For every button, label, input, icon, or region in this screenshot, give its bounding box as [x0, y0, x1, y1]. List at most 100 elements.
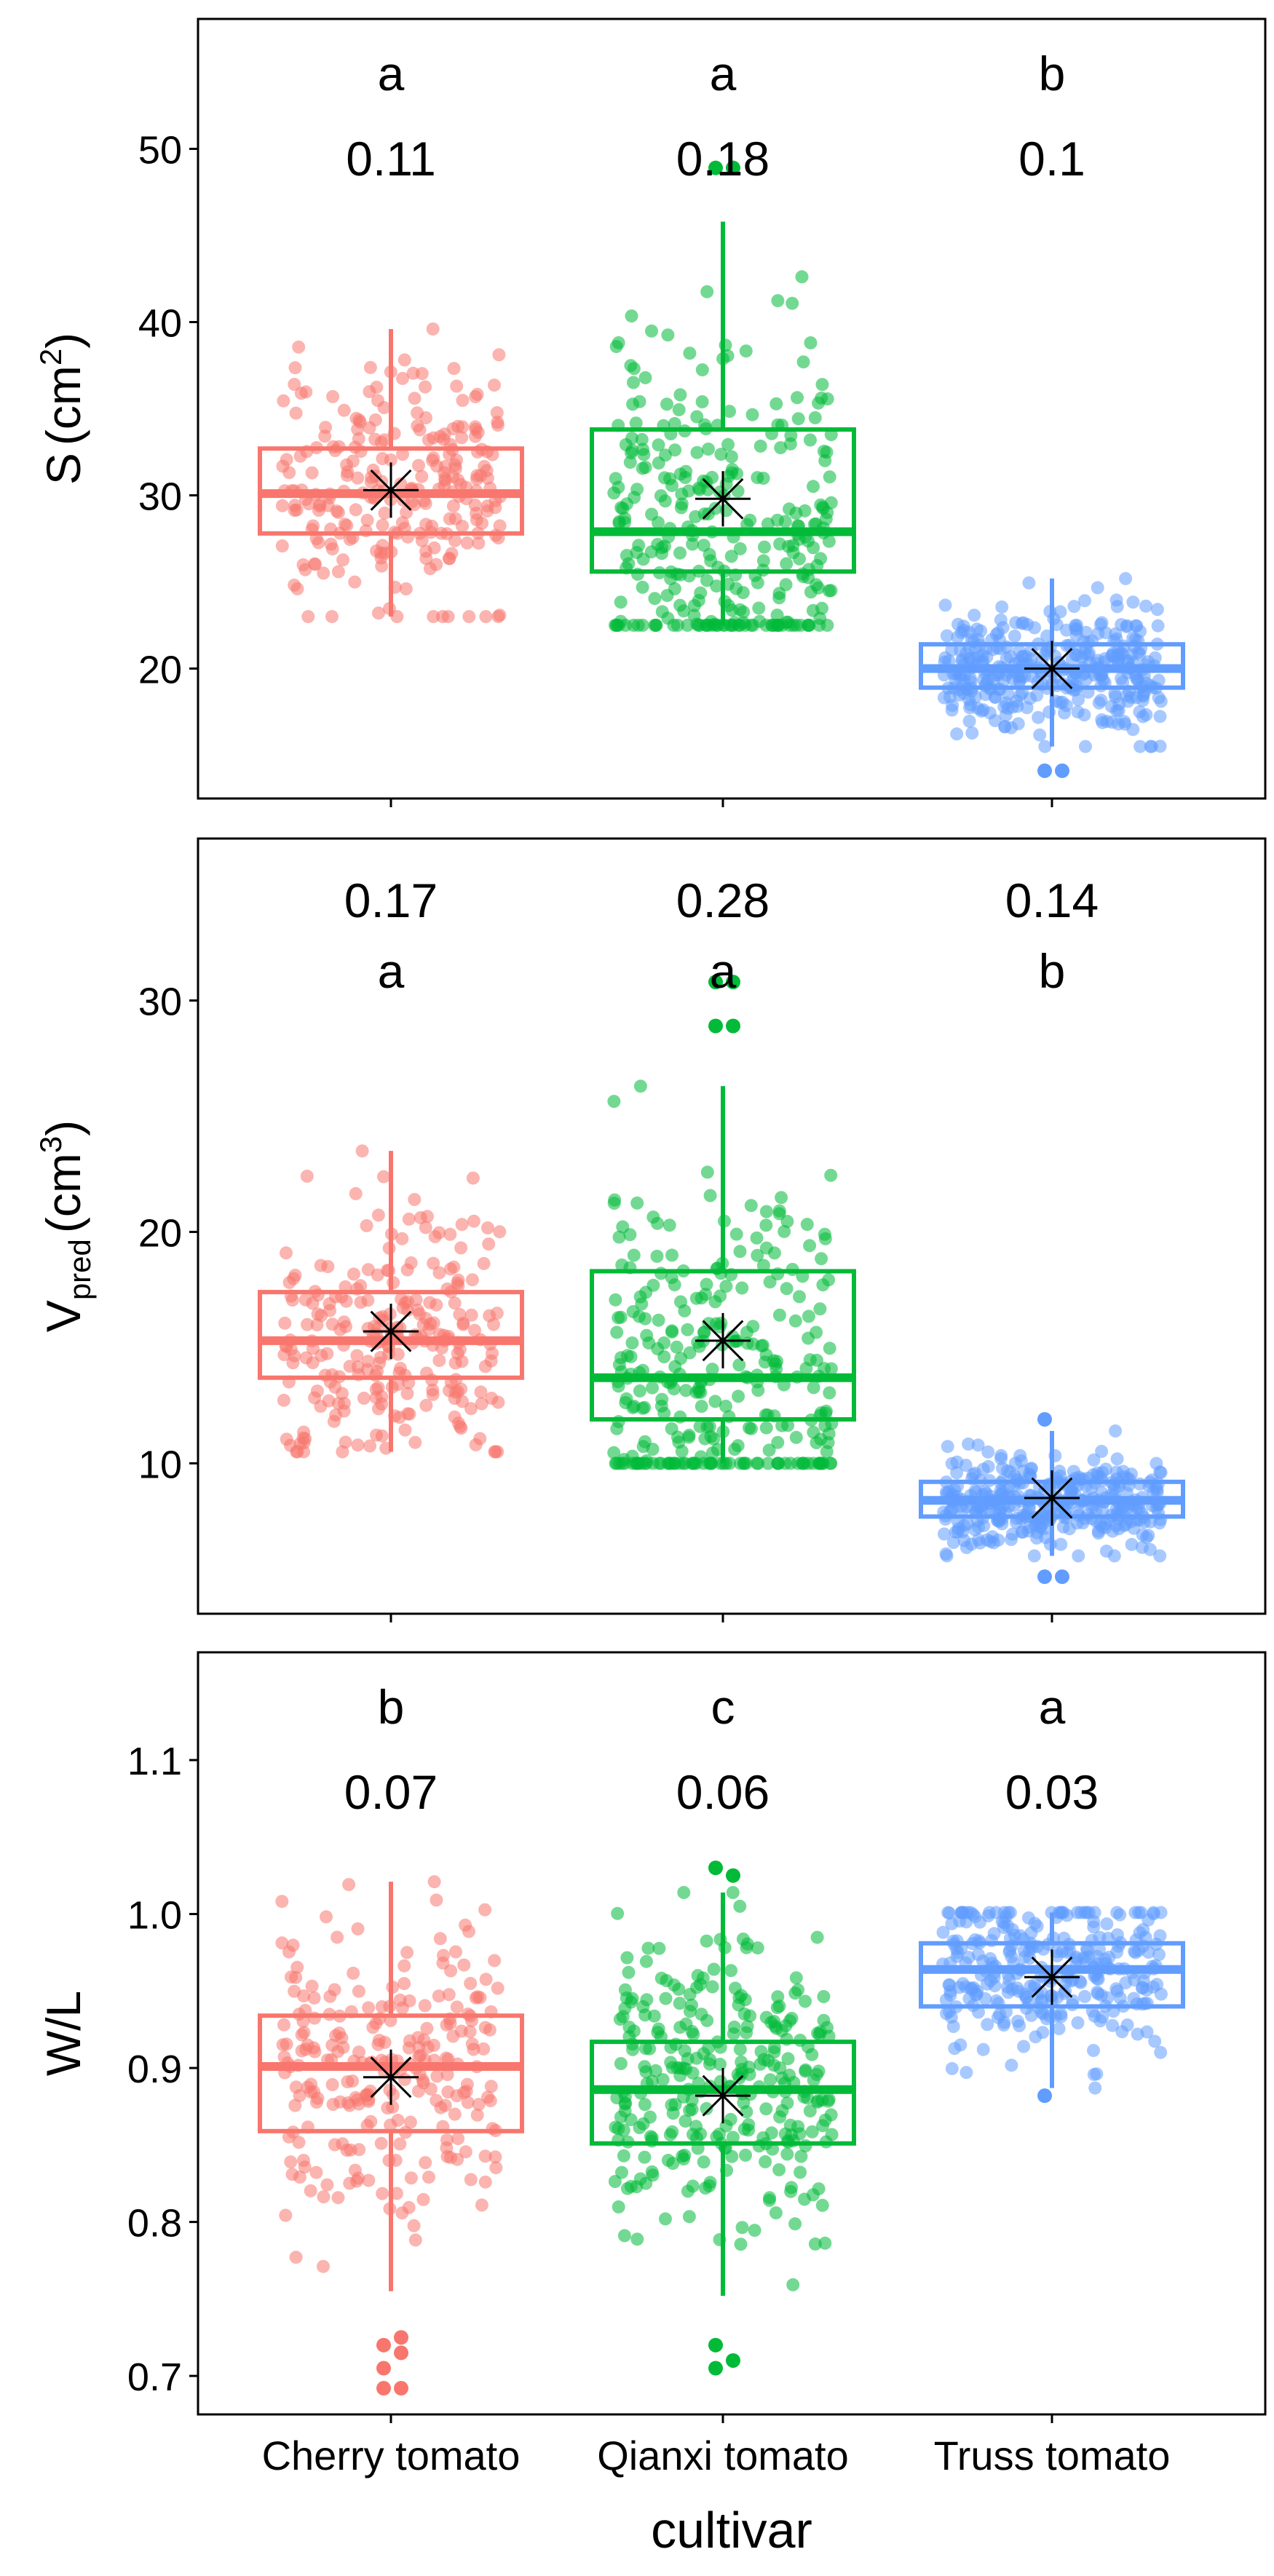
x-category-label: Cherry tomato — [262, 2433, 521, 2478]
data-point — [455, 1218, 469, 1232]
data-point — [962, 1437, 976, 1451]
data-point — [612, 516, 626, 530]
data-point — [736, 586, 750, 600]
data-point — [286, 1938, 300, 1952]
data-point — [995, 600, 1009, 614]
outlier-point — [726, 160, 740, 175]
data-point — [295, 2028, 309, 2042]
data-point — [646, 1210, 660, 1224]
data-point — [484, 1354, 498, 1368]
data-point — [437, 1949, 450, 1962]
mean-marker — [1024, 641, 1080, 697]
data-point — [675, 497, 689, 511]
data-point — [646, 1381, 659, 1395]
data-point — [387, 2088, 400, 2101]
data-point — [962, 714, 976, 728]
data-point — [1087, 2044, 1100, 2057]
data-point — [705, 1980, 719, 1994]
data-point — [443, 1262, 457, 1276]
data-point — [649, 2064, 662, 2077]
data-point — [363, 1439, 377, 1453]
data-point — [789, 1971, 803, 1985]
data-point — [799, 1994, 812, 2008]
data-point — [371, 1268, 384, 1282]
data-point — [822, 1273, 836, 1287]
data-point — [427, 1256, 440, 1270]
data-point — [1099, 1545, 1113, 1558]
y-tick-label: 40 — [138, 302, 182, 346]
data-point — [791, 1983, 805, 1997]
data-point — [325, 2038, 339, 2052]
data-point — [479, 1973, 493, 1986]
data-point — [362, 2173, 376, 2187]
data-point — [950, 1455, 964, 1469]
outlier-point — [708, 975, 723, 990]
mean-marker — [363, 462, 419, 518]
data-point — [657, 1336, 671, 1350]
y-tick-label: 20 — [138, 649, 182, 692]
x-axis-title: cultivar — [651, 2502, 812, 2559]
data-point — [657, 1350, 671, 1363]
data-point — [946, 1536, 960, 1550]
data-point — [478, 459, 491, 473]
data-point — [490, 406, 504, 419]
data-point — [968, 609, 981, 622]
data-point — [640, 1328, 654, 1342]
data-point — [1063, 1483, 1077, 1497]
data-point — [633, 1079, 647, 1093]
data-point — [400, 1387, 414, 1400]
data-point — [470, 472, 483, 486]
iqr-box — [590, 427, 856, 574]
data-point — [692, 619, 705, 632]
points — [277, 1144, 507, 1459]
data-point — [459, 2145, 472, 2159]
data-point — [633, 1309, 646, 1323]
data-point — [1130, 619, 1144, 633]
data-point — [1128, 1973, 1142, 1987]
data-point — [772, 1207, 786, 1221]
box-qianxi-tomato — [590, 1860, 856, 2376]
data-point — [360, 1218, 373, 1232]
outlier-point — [708, 160, 723, 175]
outlier-point — [726, 1868, 740, 1883]
data-point — [727, 2020, 741, 2034]
data-point — [820, 619, 834, 632]
data-point — [700, 1934, 713, 1948]
data-point — [946, 2020, 960, 2033]
data-point — [806, 2188, 820, 2202]
data-point — [700, 2101, 713, 2115]
data-point — [440, 2068, 454, 2082]
data-point — [724, 2112, 737, 2126]
data-point — [971, 702, 985, 716]
data-point — [723, 405, 736, 419]
data-point — [733, 1899, 747, 1913]
data-point — [668, 1360, 682, 1374]
data-point — [419, 2156, 432, 2170]
data-point — [331, 2191, 345, 2205]
outlier-point — [1037, 1569, 1052, 1585]
data-point — [627, 376, 640, 389]
data-point — [411, 1303, 424, 1317]
data-point — [802, 619, 815, 632]
significance-letter: b — [1039, 47, 1066, 100]
data-point — [280, 1432, 293, 1446]
data-point — [336, 2040, 350, 2054]
data-point — [402, 2200, 416, 2214]
data-point — [685, 2093, 699, 2107]
data-point — [659, 1992, 673, 2005]
data-point — [635, 432, 649, 446]
data-point — [279, 2208, 293, 2222]
data-point — [815, 1252, 828, 1266]
plot-frame — [197, 837, 1267, 1615]
data-point — [340, 469, 354, 483]
data-point — [361, 1355, 375, 1368]
data-point — [724, 550, 738, 563]
data-point — [398, 1423, 412, 1437]
data-point — [464, 2173, 478, 2187]
data-point — [703, 1189, 717, 1202]
data-point — [461, 2096, 475, 2109]
data-point — [363, 385, 376, 398]
data-point — [1005, 2058, 1018, 2072]
data-point — [289, 406, 303, 420]
data-point — [1110, 1452, 1124, 1466]
